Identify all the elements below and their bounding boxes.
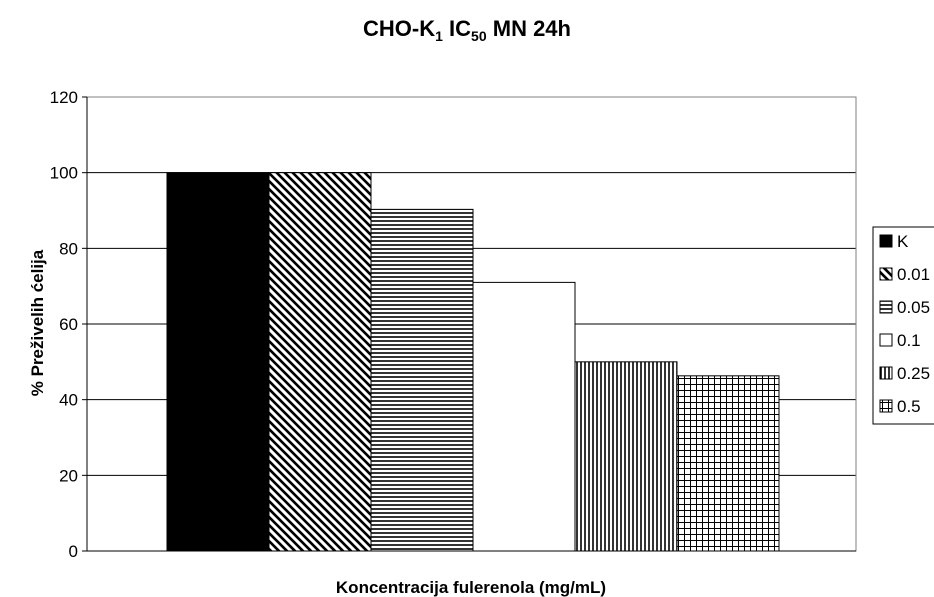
legend-swatch-K [879,234,893,248]
legend-swatch-0.25 [879,366,893,380]
y-tick-label: 40 [59,391,78,410]
legend-label: 0.5 [897,397,921,416]
bar-0.25 [574,361,678,552]
y-tick-label: 80 [59,239,78,258]
legend-label: 0.05 [897,298,930,317]
bar-0.05 [370,208,474,552]
y-axis-label: % Preživelih ćelija [28,249,47,396]
bar-0.5 [676,375,780,552]
legend-swatch-0.01 [879,267,893,281]
y-axis: 0 20 40 60 80 100 120 [50,88,856,561]
y-tick-label: 120 [50,88,78,107]
bar-K [166,172,270,552]
legend-swatch-0.1 [879,333,893,347]
y-tick-label: 0 [69,542,78,561]
bars [166,172,780,552]
legend-label: 0.01 [897,265,930,284]
legend-label: K [897,232,909,251]
legend-label: 0.25 [897,364,930,383]
legend-box [872,226,934,425]
legend-label: 0.1 [897,331,921,350]
y-tick-label: 100 [50,164,78,183]
legend-swatch-0.05 [879,300,893,314]
legend-swatch-0.5 [879,399,893,413]
bar-0.01 [268,172,372,552]
chart-title: CHO-K1 IC50 MN 24h [363,16,571,44]
y-tick-label: 60 [59,315,78,334]
y-tick-label: 20 [59,466,78,485]
x-axis-label: Koncentracija fulerenola (mg/mL) [336,578,606,597]
bar-0.1 [472,281,576,552]
legend: K 0.01 0.05 0.1 0.25 0.5 [872,226,934,425]
